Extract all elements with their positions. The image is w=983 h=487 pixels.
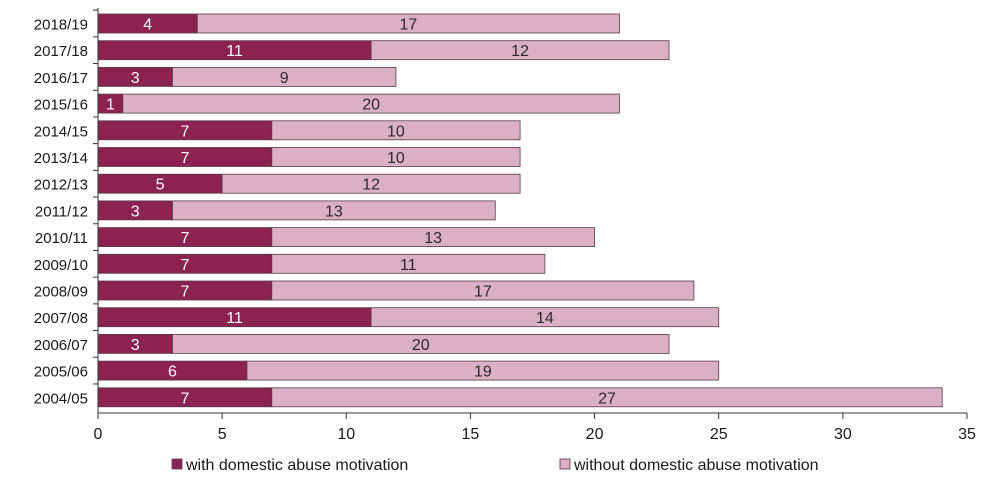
data-label-2014-15-with: 7 [180,123,189,140]
bars-layer [97,13,943,408]
y-tick-label: 2010/11 [35,230,88,247]
x-axis: 0 5 10 15 20 25 30 35 [94,412,976,443]
data-label-2013-14-with: 7 [180,150,189,167]
data-label-2018-19-with: 4 [143,17,152,34]
legend-label: without domestic abuse motivation [573,457,819,474]
legend-item-without: without domestic abuse motivation [559,457,819,474]
bar-segment-2005-06-without [246,360,720,381]
data-label-2012-13-without: 12 [362,177,380,194]
data-label-2012-13-with: 5 [156,177,165,194]
bar-segment-2012-13-without [221,173,521,194]
data-label-2005-06-with: 6 [168,364,177,381]
data-label-2018-19-without: 17 [399,17,417,34]
y-tick-label: 2016/17 [34,70,88,87]
x-tick-label: 0 [94,426,103,443]
data-label-2017-18-without: 12 [511,43,529,60]
y-tick-label: 2013/14 [34,150,88,167]
data-label-2008-09-without: 17 [474,284,492,301]
legend: with domestic abuse motivation without do… [171,457,819,474]
y-tick-label: 2014/15 [34,123,88,140]
x-tick-label: 25 [710,426,728,443]
data-label-2010-11-with: 7 [180,230,189,247]
y-tick-label: 2006/07 [34,337,88,354]
bar-segment-2014-15-without [271,120,521,141]
x-tick-label: 35 [958,426,976,443]
y-tick-label: 2018/19 [34,17,88,34]
bar-segment-2010-11-without [271,227,595,248]
data-label-2006-07-without: 20 [412,337,430,354]
x-tick-label: 5 [218,426,227,443]
y-tick-label: 2012/13 [34,177,88,194]
y-axis: 2018/19 2017/18 2016/17 2015/16 2014/15 2013/… [34,8,99,413]
y-tick-label: 2011/12 [35,203,88,220]
data-label-2015-16-with: 1 [106,97,115,114]
data-label-2011-12-without: 13 [325,203,343,220]
data-label-2009-10-with: 7 [180,257,189,274]
data-label-2016-17-without: 9 [280,70,289,87]
data-label-2007-08-with: 11 [226,310,243,327]
data-labels-layer: 4 17 11 12 3 9 1 20 7 10 7 10 5 12 3 13 7 13 7 11 7 17 11 14 3 20… [106,17,616,408]
bar-segment-2009-10-without [271,253,546,274]
bar-segment-2015-16-without [122,93,620,114]
data-label-2009-10-without: 11 [400,257,417,274]
bar-segment-2017-18-without [370,40,670,61]
data-label-2004-05-with: 7 [180,390,189,407]
legend-label: with domestic abuse motivation [185,457,408,474]
y-tick-label: 2008/09 [34,284,88,301]
y-tick-label: 2007/08 [34,310,88,327]
bar-segment-2008-09-without [271,280,695,301]
data-label-2010-11-without: 13 [424,230,442,247]
y-tick-label: 2005/06 [34,364,88,381]
x-tick-label: 30 [834,426,852,443]
data-label-2011-12-with: 3 [131,203,140,220]
data-label-2015-16-without: 20 [362,97,380,114]
bar-segment-2007-08-without [370,307,720,328]
data-label-2017-18-with: 11 [226,43,243,60]
data-label-2008-09-with: 7 [180,284,189,301]
bar-segment-2018-19-without [196,13,620,34]
y-tick-label: 2004/05 [34,390,88,407]
legend-item-with: with domestic abuse motivation [171,457,408,474]
bar-segment-2006-07-without [172,333,670,354]
bar-segment-2011-12-without [172,200,496,221]
legend-swatch [559,458,571,470]
y-tick-label: 2015/16 [34,97,88,114]
x-tick-label: 10 [337,426,355,443]
data-label-2005-06-without: 19 [474,364,492,381]
legend-swatch [171,458,183,470]
x-tick-label: 15 [462,426,480,443]
bar-segment-2004-05-without [271,387,943,408]
data-label-2013-14-without: 10 [387,150,405,167]
bar-segment-2013-14-without [271,147,521,167]
y-tick-label: 2017/18 [34,43,88,60]
data-label-2016-17-with: 3 [131,70,140,87]
data-label-2006-07-with: 3 [131,337,140,354]
y-tick-label: 2009/10 [34,257,88,274]
x-tick-label: 20 [586,426,604,443]
data-label-2007-08-without: 14 [536,310,554,327]
bar-segment-2016-17-without [172,67,397,87]
data-label-2014-15-without: 10 [387,123,405,140]
data-label-2004-05-without: 27 [598,390,616,407]
